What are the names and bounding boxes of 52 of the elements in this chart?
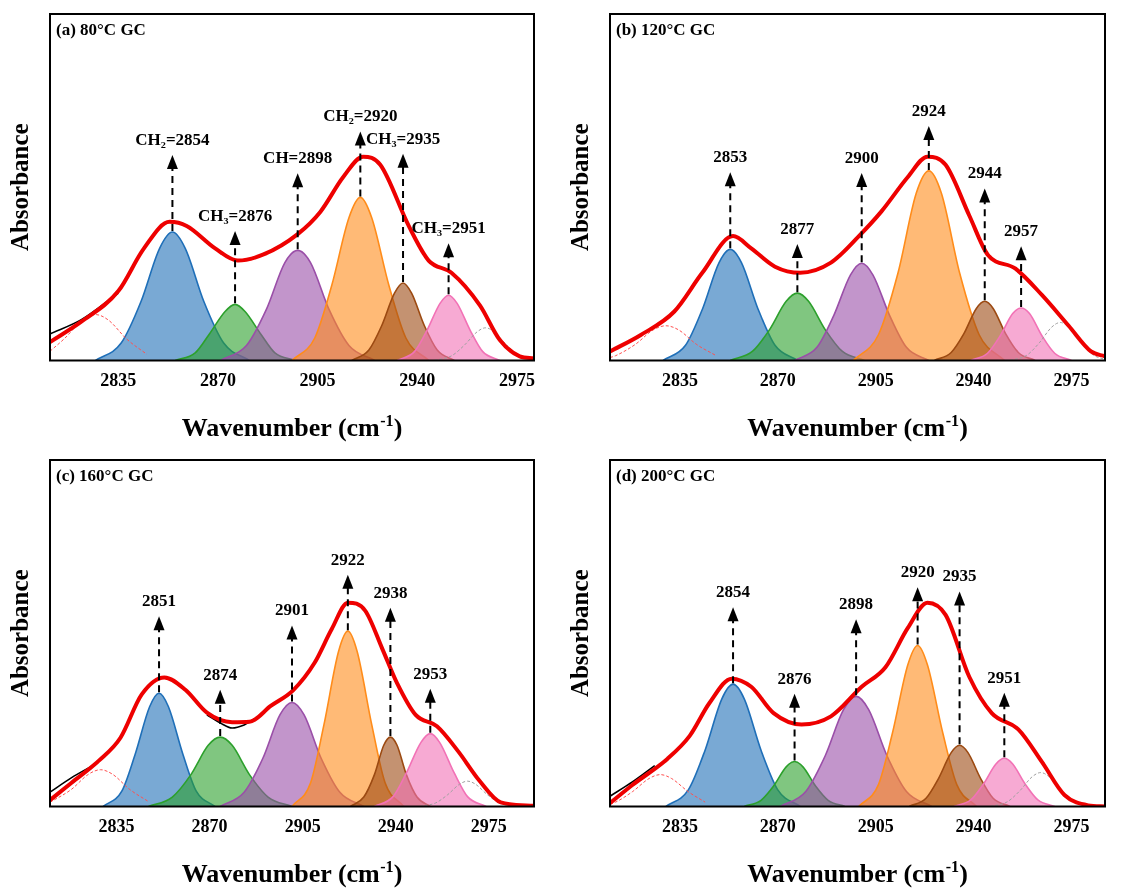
y-axis-title: Absorbance [6,569,33,698]
annotation: 2854 [716,582,751,602]
annotation: 2944 [967,163,1003,183]
y-axis-title: Absorbance [6,123,33,252]
annotation: CH=2898 [263,148,333,168]
annotation: CH₂=2854 [135,129,211,149]
x-tick-label: 2940 [399,369,436,390]
x-tick-label: 2870 [759,815,796,836]
annotation: CH₂=2920 [323,106,398,126]
annotation: 2924 [911,100,947,120]
x-tick-label: 2905 [857,369,894,390]
annotation: 2874 [203,664,238,684]
annotation: 2851 [142,591,177,611]
x-tick-label: 2835 [661,369,698,390]
x-tick-label: 2905 [284,815,321,836]
chart-title: (c) 160°C GC [56,465,154,485]
annotation: 2876 [777,668,812,688]
x-tick-label: 2870 [191,815,228,836]
annotation: CH₃=2951 [411,218,486,238]
annotation: 2853 [713,147,748,167]
annotation: 2920 [900,562,935,582]
x-tick-label: 2975 [1053,815,1090,836]
annotation: 2898 [839,594,874,614]
x-tick-label: 2835 [98,815,135,836]
chart-title: (b) 120°C GC [616,19,716,39]
annotation: CH₃=2935 [365,128,441,148]
x-tick-label: 2905 [857,815,894,836]
x-tick-label: 2975 [1053,369,1090,390]
annotation: 2901 [275,600,309,620]
annotation: 2922 [330,549,365,569]
x-tick-label: 2940 [377,815,414,836]
x-tick-label: 2940 [955,815,992,836]
x-tick-label: 2905 [299,369,336,390]
annotation: 2953 [413,663,448,683]
x-tick-label: 2835 [100,369,137,390]
x-tick-label: 2835 [661,815,698,836]
annotation: 2938 [373,582,408,602]
x-tick-label: 2940 [955,369,992,390]
x-tick-label: 2870 [759,369,796,390]
annotation: 2951 [987,667,1022,687]
y-axis-title: Absorbance [566,123,593,252]
x-tick-label: 2975 [470,815,507,836]
annotation: CH₃=2876 [197,205,273,225]
annotation: 2877 [780,218,815,238]
chart-title: (a) 80°C GC [56,19,146,39]
x-tick-label: 2870 [199,369,236,390]
y-axis-title: Absorbance [566,569,593,698]
annotation: 2935 [942,566,977,586]
annotation: 2900 [844,147,879,167]
x-tick-label: 2975 [498,369,535,390]
annotation: 2957 [1004,221,1039,241]
chart-title: (d) 200°C GC [616,465,716,485]
